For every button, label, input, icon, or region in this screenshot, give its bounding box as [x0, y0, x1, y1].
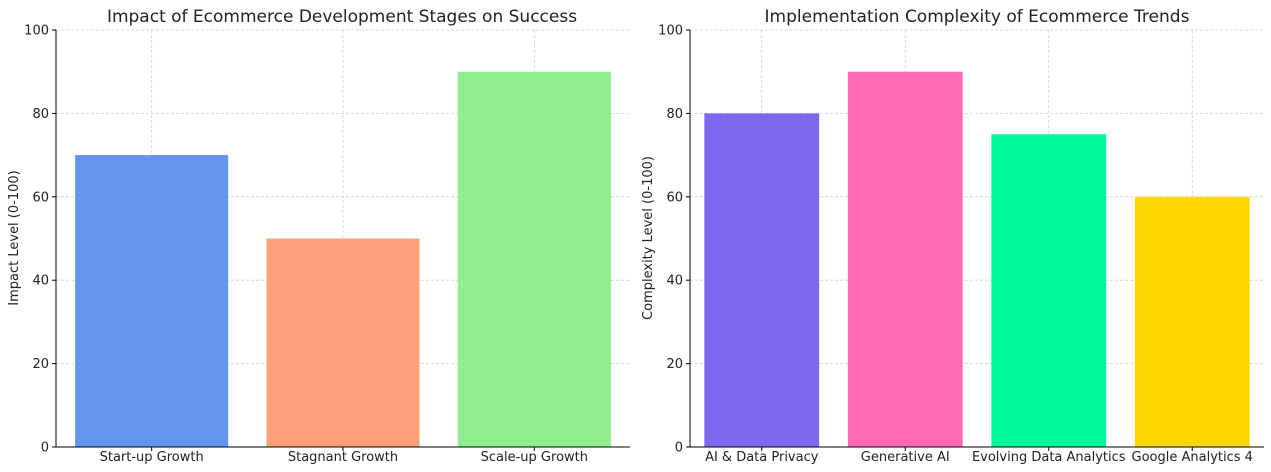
bar-ai-data-privacy [704, 113, 820, 448]
x-tick-label: Google Analytics 4 [1132, 450, 1253, 465]
bar-start-up-growth [75, 155, 229, 447]
y-tick-label: 20 [32, 357, 49, 372]
chart-title: Impact of Ecommerce Development Stages o… [107, 7, 577, 27]
y-axis-label: Impact Level (0-100) [7, 170, 22, 305]
x-tick-label: Evolving Data Analytics [972, 450, 1126, 465]
y-tick-label: 40 [666, 274, 683, 289]
chart-panel-development-stages: Impact of Ecommerce Development Stages o… [7, 7, 630, 465]
x-tick-label: Generative AI [861, 450, 950, 465]
axes: 0 20 40 60 80 100 Start-up Growth Stagnant Grow… [24, 24, 630, 465]
axes: 0 20 40 60 80 100 AI & Data Privacy Generative … [658, 24, 1264, 465]
x-tick-label: Scale-up Growth [481, 450, 588, 465]
y-tick-label: 100 [24, 24, 49, 39]
x-tick-label: AI & Data Privacy [705, 450, 819, 465]
y-tick-label: 0 [41, 441, 49, 456]
chart-panel-ecommerce-trends: Implementation Complexity of Ecommerce T… [641, 7, 1264, 465]
y-tick-label: 60 [666, 190, 683, 205]
x-tick-label: Stagnant Growth [288, 450, 398, 465]
y-tick-label: 60 [32, 190, 49, 205]
y-tick-label: 80 [666, 107, 683, 122]
bar-stagnant-growth [266, 238, 420, 447]
x-tick-label: Start-up Growth [100, 450, 204, 465]
bar-google-analytics-4 [1134, 196, 1250, 447]
bar-generative-ai [847, 71, 963, 447]
y-tick-label: 80 [32, 107, 49, 122]
bars [75, 71, 611, 447]
y-tick-label: 0 [675, 441, 683, 456]
bar-scale-up-growth [457, 71, 611, 447]
y-tick-label: 20 [666, 357, 683, 372]
bar-evolving-data-analytics [991, 134, 1107, 447]
y-tick-label: 100 [658, 24, 683, 39]
chart-title: Implementation Complexity of Ecommerce T… [765, 7, 1190, 27]
bars [704, 71, 1250, 448]
y-tick-label: 40 [32, 274, 49, 289]
y-axis-label: Complexity Level (0-100) [641, 156, 656, 320]
